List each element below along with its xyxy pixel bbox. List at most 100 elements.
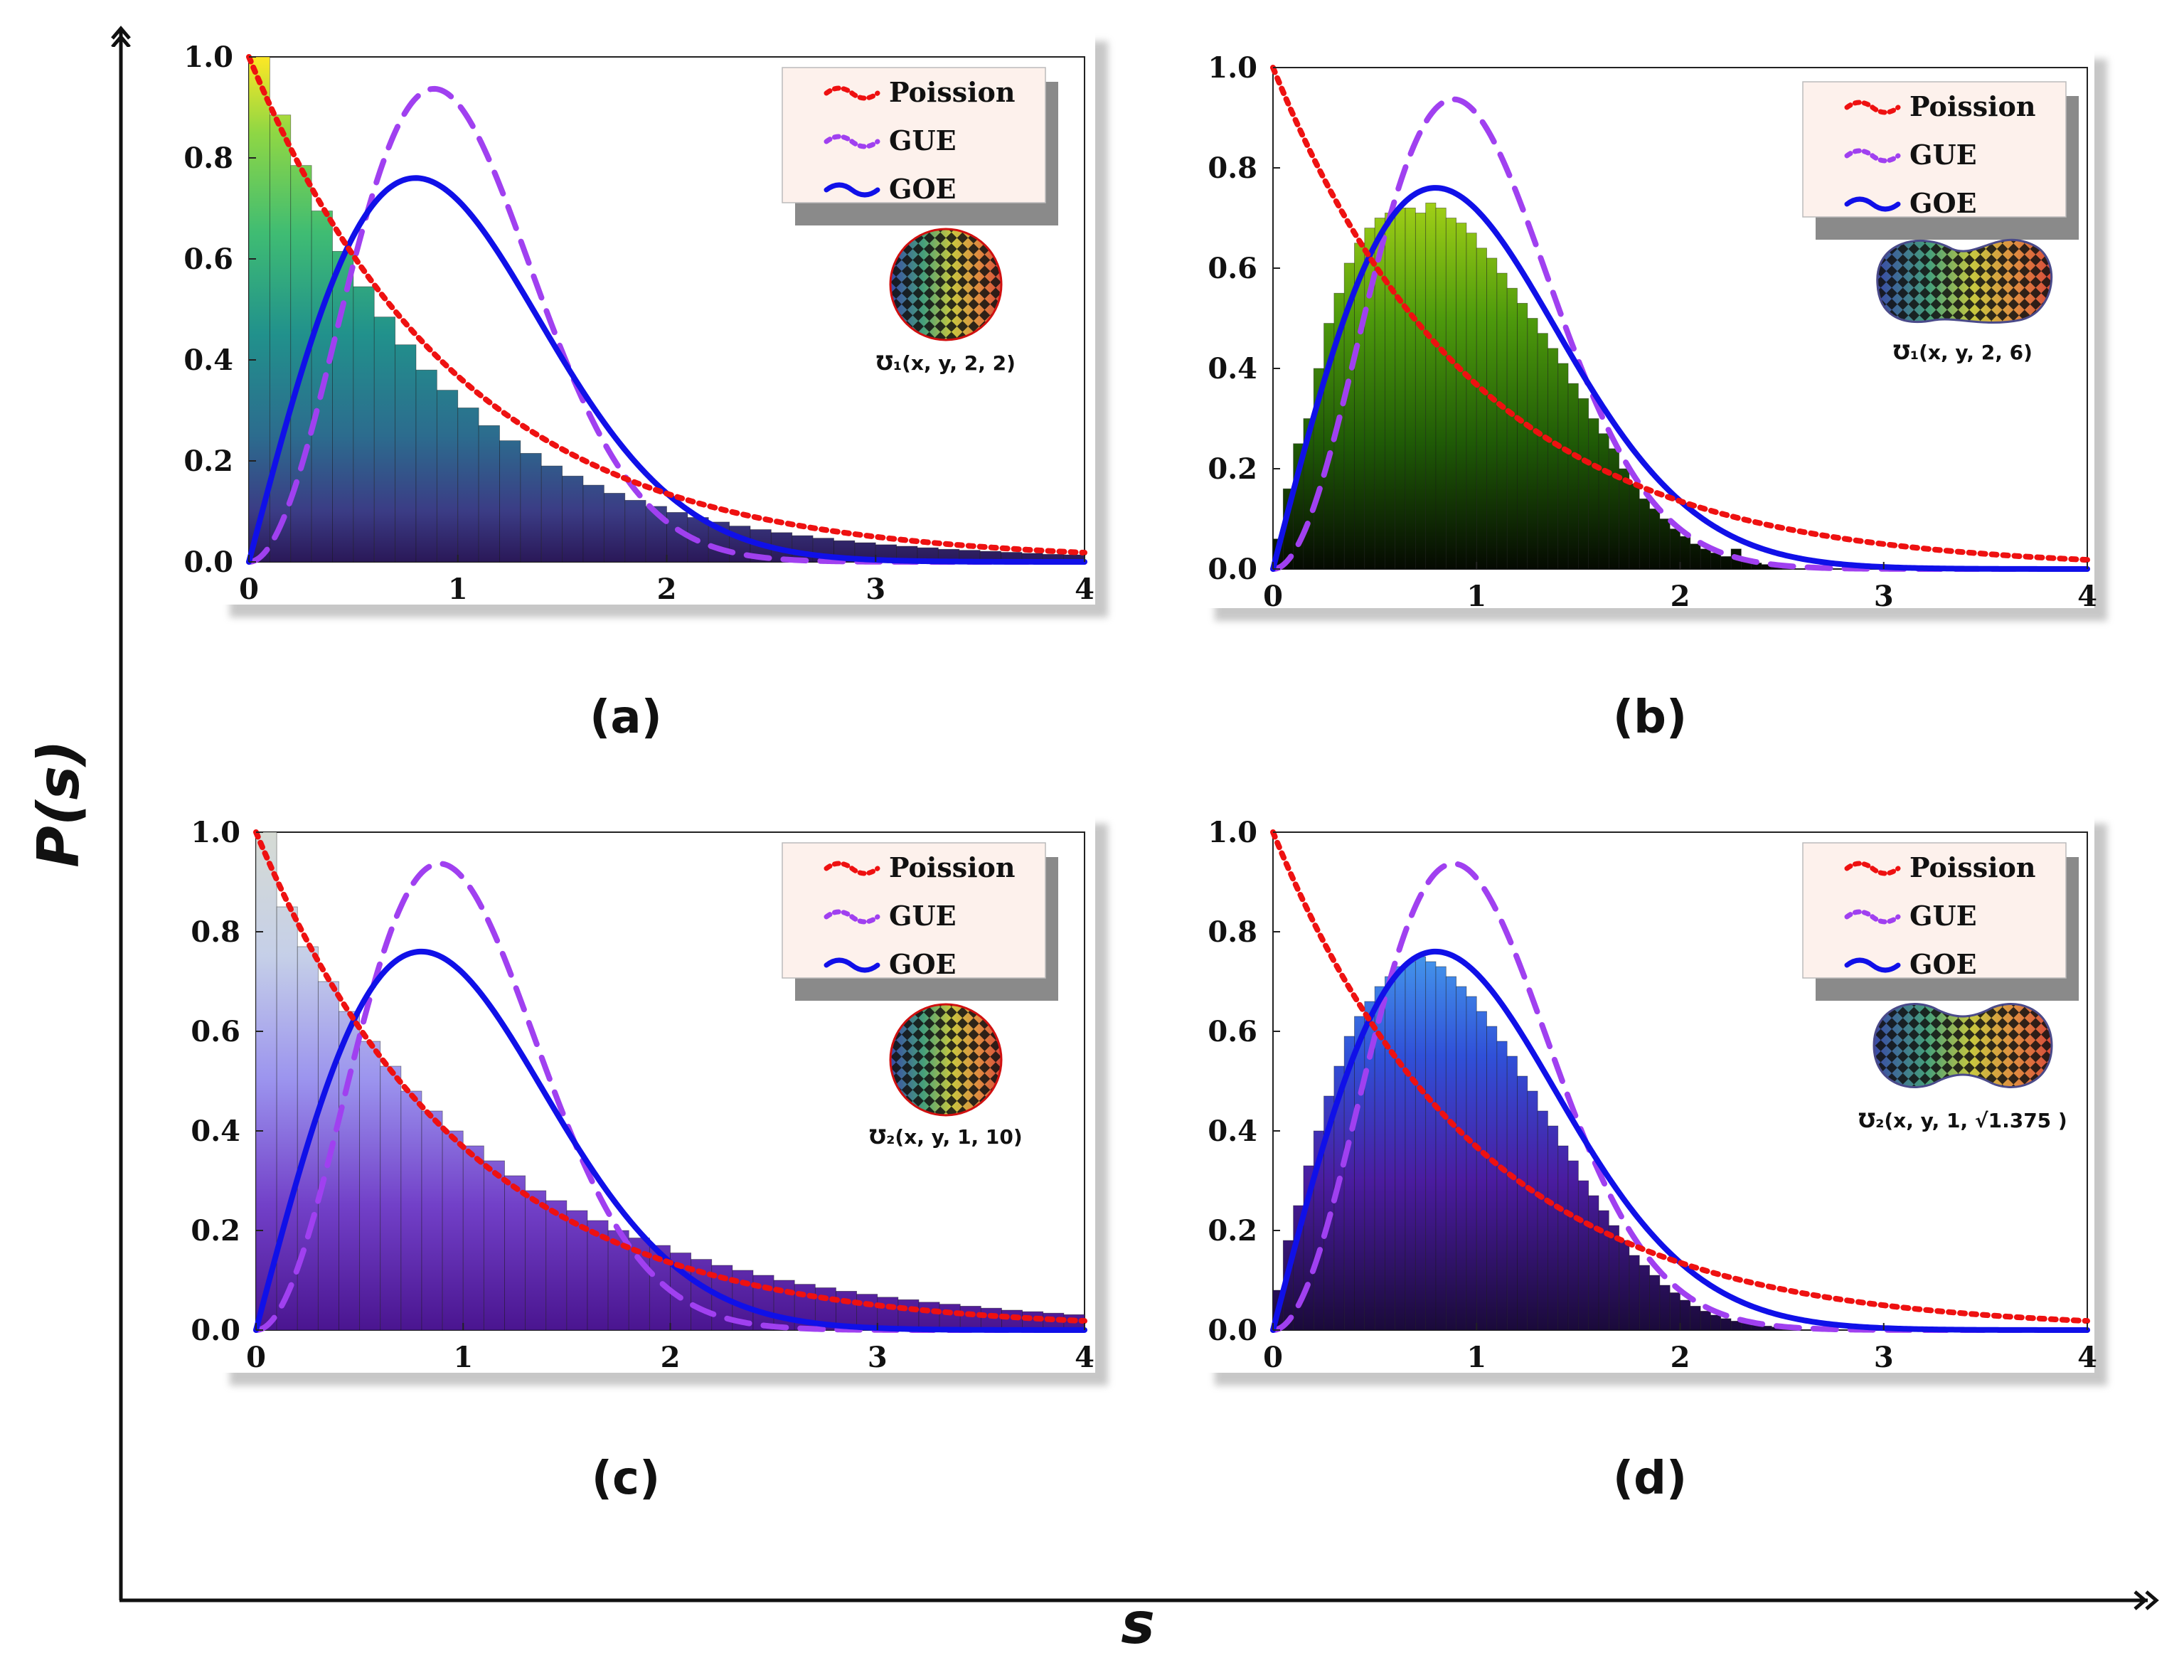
histogram-bar bbox=[1710, 1314, 1722, 1331]
legend: Poission GUE GOE bbox=[1802, 81, 2079, 240]
histogram-bar bbox=[1567, 1160, 1579, 1331]
histogram-bar bbox=[1588, 1195, 1599, 1331]
legend: Poission GUE GOE bbox=[1802, 842, 2079, 1001]
y-tick-label: 0.2 bbox=[1208, 452, 1257, 486]
legend-label: Poission bbox=[889, 851, 1016, 883]
histogram-bar bbox=[1486, 257, 1498, 570]
histogram-bar bbox=[1385, 976, 1396, 1331]
legend-box bbox=[1802, 81, 2067, 218]
legend-swatch bbox=[824, 134, 880, 149]
histogram-bar bbox=[1588, 418, 1599, 570]
histogram-bar bbox=[1629, 1255, 1640, 1331]
histogram-bar bbox=[1557, 1145, 1569, 1331]
histogram-bar bbox=[269, 115, 292, 563]
legend-label: Poission bbox=[889, 76, 1016, 108]
y-tick-label: 1.0 bbox=[183, 41, 233, 74]
y-tick-label: 0.8 bbox=[1208, 151, 1257, 185]
histogram-bar bbox=[1608, 448, 1620, 570]
billiard-outline bbox=[1876, 238, 2053, 324]
x-tick-label: 3 bbox=[865, 573, 885, 606]
legend-swatch bbox=[1844, 861, 1901, 876]
x-tick-label: 2 bbox=[657, 573, 677, 606]
histogram-bar bbox=[1466, 233, 1477, 570]
histogram-bar bbox=[1598, 433, 1609, 570]
histogram-bar bbox=[415, 369, 437, 563]
y-tick-label: 0.0 bbox=[1208, 553, 1257, 586]
legend-label: GOE bbox=[1909, 187, 1977, 219]
histogram-bar bbox=[1700, 1311, 1711, 1331]
x-tick-label: 0 bbox=[1263, 580, 1283, 613]
histogram-bar bbox=[276, 906, 298, 1331]
histogram-bar bbox=[540, 465, 563, 563]
histogram-bar bbox=[1435, 207, 1447, 570]
histogram-bar bbox=[1639, 1265, 1650, 1331]
y-tick-label: 0.0 bbox=[183, 546, 233, 579]
histogram-bar bbox=[525, 1190, 547, 1331]
histogram-bar bbox=[1445, 218, 1457, 570]
billiard-label: ℧₂(x, y, 1, 10) bbox=[869, 1125, 1022, 1149]
billiard-inset: ℧₂(x, y, 1, √1.375 ) bbox=[1858, 1003, 2067, 1132]
y-tick-label: 0.0 bbox=[1208, 1314, 1257, 1347]
histogram bbox=[1272, 202, 1783, 570]
global-y-title: P(s) bbox=[26, 740, 92, 867]
histogram-bar bbox=[1506, 287, 1518, 570]
histogram-bar bbox=[1517, 1075, 1528, 1331]
histogram-bar bbox=[959, 1306, 981, 1331]
billiard-outline bbox=[1873, 1003, 2053, 1088]
histogram-bar bbox=[1680, 536, 1691, 570]
legend-label: GUE bbox=[1909, 139, 1977, 171]
x-tick-label: 4 bbox=[2077, 580, 2097, 613]
histogram-bar bbox=[582, 484, 604, 563]
histogram-bar bbox=[395, 344, 417, 563]
histogram-bar bbox=[1415, 956, 1427, 1331]
histogram-bar bbox=[421, 1110, 443, 1331]
x-tick-label: 3 bbox=[868, 1341, 888, 1374]
histogram-bar bbox=[248, 56, 270, 563]
histogram-bar bbox=[1690, 1306, 1701, 1331]
histogram-bar bbox=[1425, 202, 1437, 570]
legend-box bbox=[782, 842, 1046, 979]
histogram-bar bbox=[1700, 548, 1711, 570]
histogram-bar bbox=[359, 1041, 381, 1331]
legend: Poission GUE GOE bbox=[782, 842, 1058, 1001]
histogram-bar bbox=[1548, 348, 1559, 570]
billiard-label: ℧₁(x, y, 2, 6) bbox=[1893, 341, 2033, 364]
histogram-bar bbox=[1649, 1275, 1661, 1331]
y-tick-label: 1.0 bbox=[1208, 816, 1257, 849]
y-tick-label: 0.2 bbox=[191, 1214, 240, 1248]
histogram-bar bbox=[1577, 1180, 1589, 1331]
histogram-bar bbox=[1669, 528, 1680, 570]
legend-swatch bbox=[824, 861, 880, 876]
histogram-bar bbox=[1527, 1090, 1538, 1331]
panel-label: (c) bbox=[592, 1452, 660, 1505]
legend-box bbox=[1802, 842, 2067, 979]
x-tick-label: 4 bbox=[1075, 573, 1094, 606]
panel-label: (b) bbox=[1613, 691, 1687, 744]
x-tick-label: 1 bbox=[453, 1341, 473, 1374]
y-tick-label: 0.8 bbox=[183, 142, 233, 175]
billiard-inset: ℧₁(x, y, 2, 6) bbox=[1876, 238, 2053, 364]
billiard-grid bbox=[1874, 1004, 2052, 1088]
y-tick-label: 0.6 bbox=[1208, 1015, 1257, 1048]
histogram-bar bbox=[1567, 383, 1579, 570]
legend-label: Poission bbox=[1909, 90, 2036, 122]
poisson-curve bbox=[1270, 829, 2090, 1324]
legend-swatch bbox=[1844, 100, 1901, 115]
billiard-inset: ℧₂(x, y, 1, 10) bbox=[869, 1003, 1023, 1149]
histogram-bar bbox=[1649, 509, 1661, 570]
histogram-bar bbox=[1527, 318, 1538, 570]
billiard-grid bbox=[1877, 240, 2052, 323]
histogram-bar bbox=[1659, 1285, 1671, 1331]
global-x-arrowhead bbox=[2134, 1590, 2159, 1610]
histogram-bar bbox=[1445, 976, 1457, 1331]
panel-c: 0 1 2 3 4 0.0 0.2 0.4 0.6 0.8 1.0 Poission GUE GOE ℧₂(… bbox=[191, 811, 1108, 1505]
histogram-bar bbox=[339, 1011, 361, 1331]
histogram-bar bbox=[1456, 986, 1467, 1331]
histogram-bar bbox=[1659, 519, 1671, 570]
y-tick-label: 0.4 bbox=[1208, 1115, 1257, 1148]
histogram-bar bbox=[255, 831, 277, 1331]
legend-box bbox=[782, 67, 1046, 203]
histogram-bar bbox=[1385, 213, 1396, 570]
histogram-bar bbox=[1720, 555, 1732, 570]
